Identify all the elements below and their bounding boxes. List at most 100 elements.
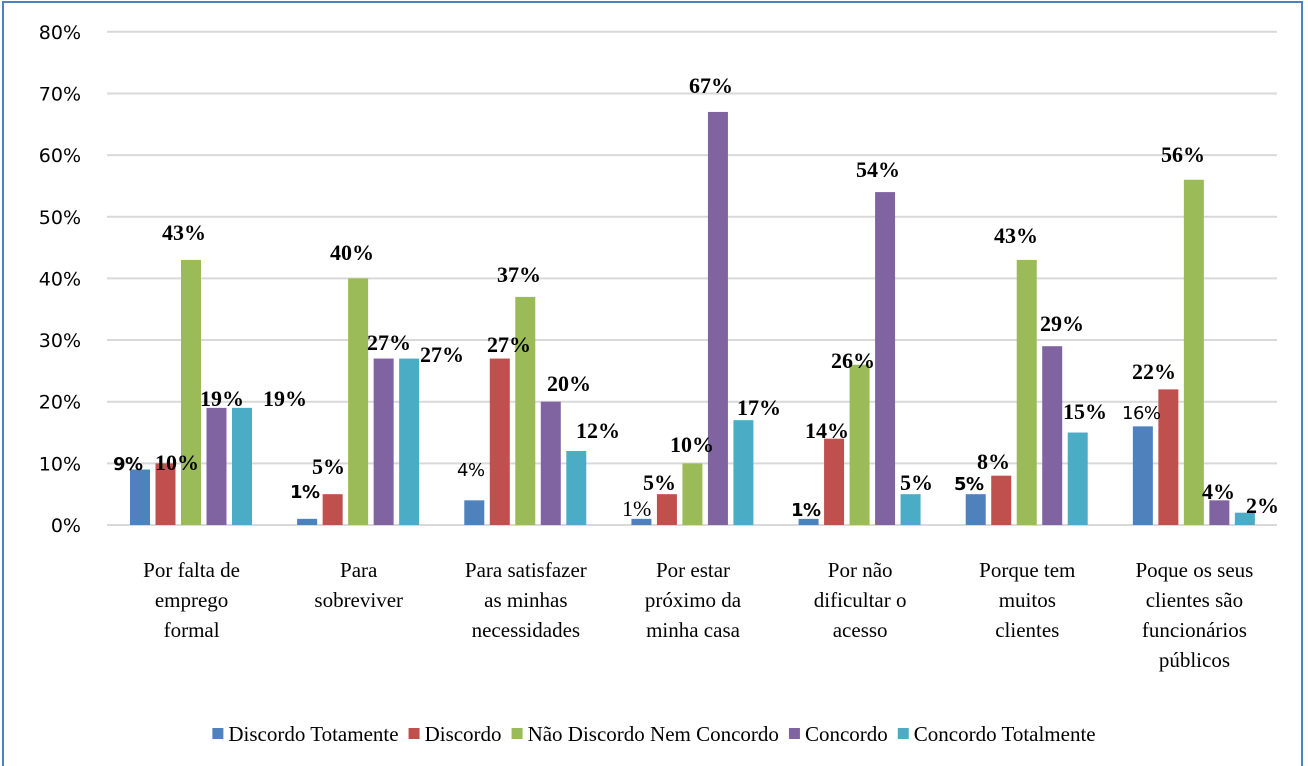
bar — [489, 358, 510, 525]
legend-swatch — [408, 728, 420, 739]
data-label: 1% — [622, 496, 651, 521]
bar — [991, 475, 1012, 525]
y-tick-label: 0% — [51, 515, 81, 537]
data-label: 10% — [155, 450, 199, 475]
data-label: 22% — [1132, 359, 1176, 384]
category-label-line: emprego — [155, 588, 228, 612]
legend-item[interactable]: Concordo — [788, 722, 888, 746]
bar — [849, 364, 870, 525]
category-label-line: dificultar o — [814, 588, 907, 612]
bar — [682, 463, 703, 525]
data-label: 54% — [856, 157, 900, 182]
category-label: Por estar próximo da minha casa — [645, 558, 742, 642]
data-label: 20% — [547, 371, 591, 396]
legend-item[interactable]: Discordo — [408, 722, 502, 746]
bar — [1016, 259, 1037, 525]
data-label: 27% — [420, 342, 464, 367]
y-tick-label: 60% — [39, 145, 81, 167]
category-label-line: acesso — [833, 618, 888, 642]
category-label-line: muitos — [999, 588, 1056, 612]
legend-item[interactable]: Concordo Totalmente — [897, 722, 1096, 746]
bar — [566, 451, 587, 525]
bar — [155, 463, 176, 525]
legend-item[interactable]: Discordo Totamente — [212, 722, 399, 746]
data-label: 9% — [113, 454, 143, 475]
data-label: 12% — [576, 418, 620, 443]
bar — [348, 278, 369, 525]
legend-label: Discordo Totamente — [228, 722, 398, 746]
data-label: 67% — [689, 73, 733, 98]
bar — [130, 469, 150, 525]
category-label: Por falta de emprego formal — [143, 558, 240, 642]
legend-swatch — [511, 728, 523, 739]
data-label: 15% — [1063, 399, 1107, 424]
data-label: 17% — [737, 395, 781, 420]
bar — [1209, 500, 1230, 525]
category-label: Para sobreviver — [314, 558, 403, 612]
data-label: 4% — [457, 460, 485, 481]
legend-item[interactable]: Não Discordo Nem Concordo — [511, 722, 779, 746]
bar — [464, 500, 485, 525]
category-label: Por não dificultar o acesso — [814, 558, 907, 642]
bar — [1183, 179, 1204, 525]
bar — [322, 494, 343, 525]
bar — [824, 438, 845, 525]
bar — [297, 518, 318, 525]
category-label: Poque os seus clientes são funcionários púb… — [1136, 558, 1254, 672]
bar — [1042, 346, 1063, 525]
data-label: 16% — [1122, 403, 1161, 424]
category-label-line: Para — [340, 558, 378, 582]
data-label: 5% — [900, 470, 933, 495]
legend-label: Discordo — [425, 722, 502, 746]
bar — [1158, 389, 1179, 525]
bar — [900, 494, 921, 525]
data-label: 1% — [791, 500, 821, 521]
bar — [707, 111, 728, 525]
data-label: 1% — [290, 482, 320, 503]
category-label-line: clientes — [995, 618, 1059, 642]
legend-label: Concordo Totalmente — [914, 722, 1096, 746]
category-label-line: Para satisfazer — [465, 558, 587, 582]
y-tick-label: 50% — [39, 207, 81, 229]
data-label: 29% — [1040, 311, 1084, 336]
y-axis-ticks: 0% 10% 20% 30% 40% 50% 60% 70% 80% — [39, 22, 81, 537]
bar — [875, 192, 896, 525]
bar — [1132, 426, 1153, 525]
data-label: 5% — [954, 474, 984, 495]
data-label: 43% — [162, 220, 206, 245]
category-label-line: Porque tem — [979, 558, 1075, 582]
bar — [798, 518, 819, 525]
bar — [733, 420, 754, 525]
category-label-line: clientes são — [1146, 588, 1243, 612]
y-tick-label: 70% — [39, 83, 81, 105]
data-label: 19% — [200, 386, 244, 411]
category-label-line: Por não — [828, 558, 893, 582]
x-axis-categories: Por falta deempregoformalParasobreviverP… — [143, 558, 1253, 672]
category-label: Para satisfazer as minhas necessidades — [465, 558, 587, 642]
legend-label: Concordo — [805, 722, 888, 746]
bar — [656, 494, 677, 525]
y-tick-label: 10% — [39, 453, 81, 475]
y-tick-label: 80% — [39, 22, 81, 44]
bar — [399, 358, 420, 525]
category-label-line: Por estar — [656, 558, 730, 582]
category-label-line: as minhas — [484, 588, 567, 612]
category-label-line: minha casa — [646, 618, 741, 642]
y-tick-label: 30% — [39, 330, 81, 352]
category-label: Porque tem muitos clientes — [979, 558, 1075, 642]
y-tick-label: 20% — [39, 392, 81, 414]
bar — [181, 259, 201, 525]
bar — [965, 494, 986, 525]
data-label: 27% — [487, 332, 531, 357]
legend-swatch — [897, 728, 909, 739]
data-label: 14% — [805, 418, 849, 443]
bar — [631, 518, 652, 525]
category-label-line: Por falta de — [143, 558, 240, 582]
bar — [540, 401, 561, 525]
data-label: 4% — [1202, 479, 1235, 504]
data-label: 37% — [497, 262, 541, 287]
data-label: 40% — [330, 240, 374, 265]
bar — [206, 407, 227, 525]
bars — [130, 111, 1255, 525]
